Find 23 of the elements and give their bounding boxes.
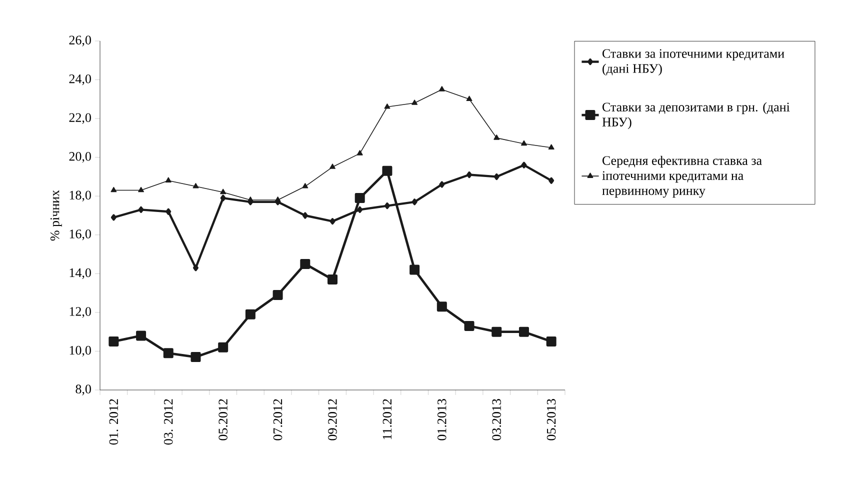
x-tick-label: 05.2013 [546,399,556,440]
x-tick-label: 01. 2012 [109,399,118,445]
y-tick-label: 20,0 [69,152,91,163]
x-tick-label: 09.2012 [328,399,337,440]
x-tick-label: 03.2013 [492,399,502,440]
x-tick-label: 11.2012 [382,399,392,440]
x-tick-label: 07.2012 [273,399,282,440]
y-tick-label: 14,0 [70,268,91,279]
y-tick-label: 22,0 [69,113,91,124]
x-tick-label: 01.2013 [438,399,446,440]
x-tick-label: 05.2012 [218,399,228,440]
legend-label: Ставки за іпотечними кредитами (дані НБУ) [602,49,784,76]
legend-label: Ставки за депозитами в грн. (дані НБУ) [602,102,790,130]
y-tick-label: 16,0 [70,230,91,240]
y-tick-label: 8,0 [76,384,91,396]
y-tick-label: 10,0 [70,346,91,357]
x-tick-label: 03. 2012 [164,399,173,445]
y-tick-label: 18,0 [70,190,91,202]
legend-label: Середня ефективна ставка за іпотечними кредитами на первинному ринку [602,156,762,198]
y-tick-label: 24,0 [69,74,91,86]
y-tick-label: 26,0 [69,36,91,46]
y-axis-title: % річних [50,190,62,241]
y-tick-label: 12,0 [70,307,91,318]
